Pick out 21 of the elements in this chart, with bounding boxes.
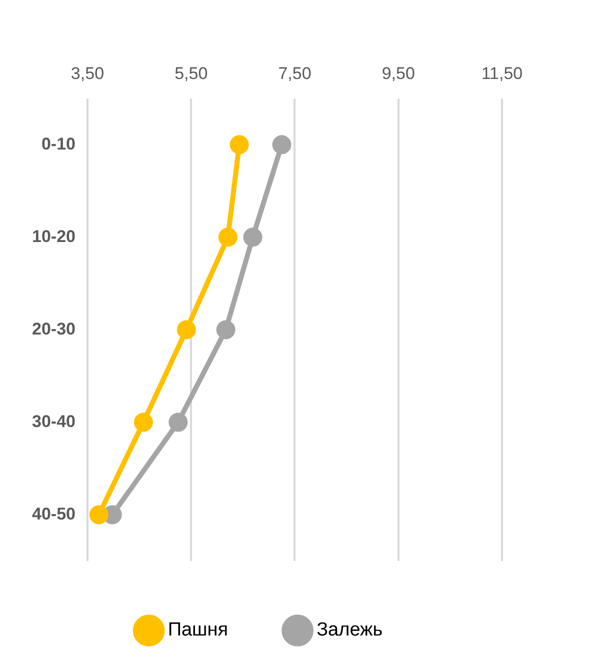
y-tick-label: 30-40 [32,412,76,431]
x-tick-label: 9,50 [382,64,415,83]
point [89,505,108,524]
x-tick-label: 11,50 [481,64,523,83]
point [216,320,236,340]
y-tick-label: 0-10 [41,134,76,154]
point [134,412,153,432]
x-tick-label: 3,50 [70,64,104,83]
legend-label: Пашня [168,620,228,641]
x-tick-label: 7,50 [278,64,312,83]
point [168,412,188,432]
legend-label: Залежь [316,620,383,641]
point [243,228,262,247]
y-tick-label: 10-20 [32,226,76,246]
point [218,228,238,247]
point [230,135,249,154]
point [176,320,196,340]
y-tick-label: 20-30 [32,319,76,338]
x-tick-label: 5,50 [174,64,208,83]
point [272,135,292,154]
y-tick-label: 40-50 [32,504,76,524]
